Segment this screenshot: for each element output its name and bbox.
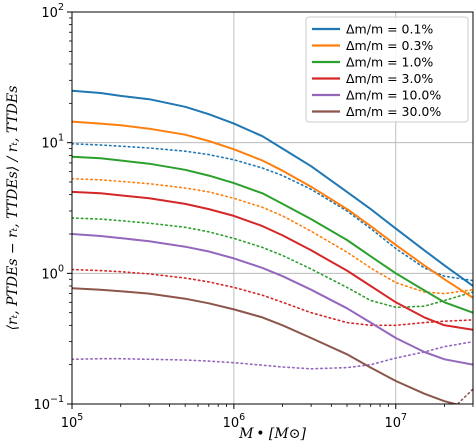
y-tick-label: 100: [41, 263, 64, 282]
series-line-dotted-6: [72, 143, 473, 282]
series-line-dotted-9: [72, 268, 473, 327]
legend-label: Δm/m = 0.1%: [346, 22, 433, 37]
y-axis-label: ⟨rₜ, PTDEs − rₜ, TTDEs⟩ / rₜ, TTDEs: [5, 86, 21, 331]
series-line-solid-2: [72, 155, 473, 314]
x-axis-label: M • [M⊙]: [238, 426, 306, 442]
legend-label: Δm/m = 10.0%: [346, 88, 441, 103]
legend-label: Δm/m = 0.3%: [346, 38, 433, 53]
series-line-solid-3: [72, 190, 473, 331]
series-line-solid-1: [72, 120, 473, 299]
series-line-dotted-10: [72, 340, 473, 370]
series-line-solid-5: [72, 287, 460, 404]
y-tick-label: 102: [41, 2, 64, 21]
legend-label: Δm/m = 30.0%: [346, 104, 441, 119]
legend: Δm/m = 0.1%Δm/m = 0.3%Δm/m = 1.0%Δm/m = …: [305, 16, 469, 123]
y-tick-label: 101: [41, 133, 64, 152]
series-line-dotted-7: [72, 177, 473, 295]
series-line-dotted-8: [72, 217, 473, 309]
x-tick-label: 107: [384, 412, 407, 431]
series-line-solid-4: [72, 233, 473, 366]
legend-box: [305, 16, 469, 123]
series-line-dotted-11: [456, 388, 473, 404]
legend-label: Δm/m = 1.0%: [346, 55, 433, 70]
x-tick-label: 105: [61, 412, 84, 431]
series-lines: [72, 89, 473, 404]
y-tick-label: 10−1: [33, 394, 64, 413]
legend-label: Δm/m = 3.0%: [346, 71, 433, 86]
series-line-solid-0: [72, 89, 473, 287]
plot-frame: [71, 11, 474, 405]
